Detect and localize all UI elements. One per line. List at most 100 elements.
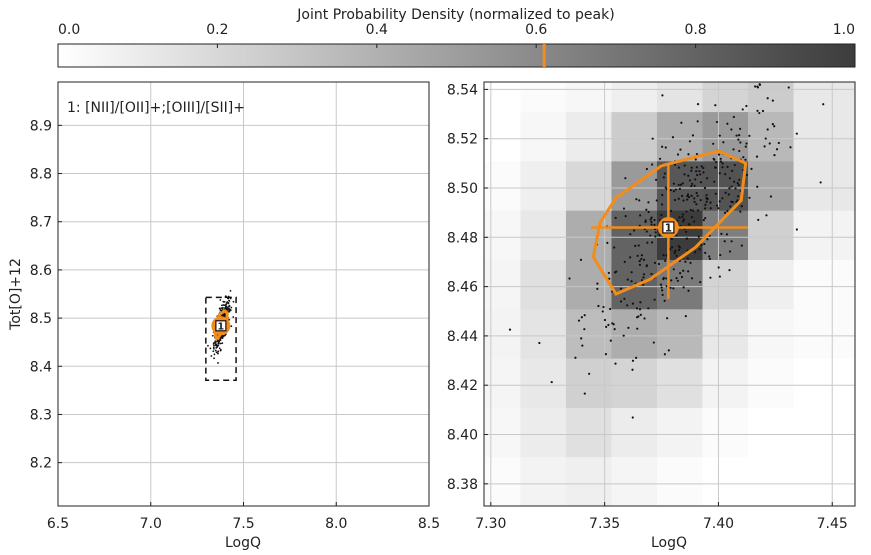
- scatter-point: [695, 170, 697, 172]
- density-cell: [657, 82, 703, 112]
- scatter-point: [778, 142, 780, 144]
- density-cell: [748, 161, 794, 211]
- scatter-point: [693, 197, 695, 199]
- scatter-point: [681, 276, 683, 278]
- scatter-point: [704, 252, 706, 254]
- scatter-point: [698, 170, 700, 172]
- scatter-point: [645, 209, 647, 211]
- scatter-point: [739, 141, 741, 143]
- scatter-point: [230, 325, 232, 327]
- scatter-point: [687, 270, 689, 272]
- scatter-point: [773, 125, 775, 127]
- scatter-point: [624, 261, 626, 263]
- scatter-point: [695, 158, 697, 160]
- scatter-point: [673, 183, 675, 185]
- scatter-point: [686, 198, 688, 200]
- scatter-point: [762, 110, 764, 112]
- scatter-point: [728, 75, 730, 77]
- overview-best-fit-marker: 1: [211, 316, 230, 335]
- scatter-point: [685, 210, 687, 212]
- colorbar-tick-label: 0.8: [684, 22, 706, 38]
- scatter-point: [629, 233, 631, 235]
- scatter-point: [682, 270, 684, 272]
- scatter-point: [699, 281, 701, 283]
- scatter-point: [746, 174, 748, 176]
- scatter-point: [228, 302, 230, 304]
- scatter-point: [217, 341, 219, 343]
- scatter-point: [737, 182, 739, 184]
- y-tick-label: 8.6: [30, 263, 52, 279]
- scatter-point: [580, 259, 582, 261]
- scatter-point: [662, 294, 664, 296]
- scatter-point: [750, 168, 752, 170]
- scatter-point: [679, 188, 681, 190]
- scatter-point: [671, 238, 673, 240]
- scatter-point: [213, 343, 215, 345]
- scatter-point: [614, 363, 616, 365]
- scatter-point: [674, 199, 676, 201]
- scatter-point: [772, 100, 774, 102]
- scatter-point: [639, 214, 641, 216]
- scatter-point: [666, 317, 668, 319]
- scatter-point: [710, 207, 712, 209]
- scatter-point: [214, 354, 216, 356]
- density-cell: [657, 358, 703, 408]
- scatter-point: [697, 209, 699, 211]
- scatter-point: [694, 178, 696, 180]
- scatter-point: [650, 273, 652, 275]
- scatter-point: [636, 307, 638, 309]
- scatter-point: [220, 307, 222, 309]
- scatter-point: [212, 335, 214, 337]
- scatter-point: [212, 350, 214, 352]
- density-cell: [611, 82, 657, 112]
- scatter-point: [732, 201, 734, 203]
- density-cell: [794, 82, 856, 112]
- x-tick-label: 8.0: [325, 516, 347, 532]
- scatter-point: [734, 164, 736, 166]
- scatter-point: [742, 156, 744, 158]
- density-cell: [794, 112, 856, 162]
- scatter-point: [691, 277, 693, 279]
- scatter-point: [699, 248, 701, 250]
- density-cell: [748, 259, 794, 309]
- scatter-point: [216, 352, 218, 354]
- scatter-point: [654, 262, 656, 264]
- scatter-point: [676, 255, 678, 257]
- scatter-point: [719, 254, 721, 256]
- scatter-point: [611, 322, 613, 324]
- scatter-point: [677, 280, 679, 282]
- scatter-point: [604, 319, 606, 321]
- scatter-point: [232, 316, 234, 318]
- scatter-point: [744, 159, 746, 161]
- scatter-point: [209, 347, 211, 349]
- scatter-point: [639, 308, 641, 310]
- scatter-point: [624, 177, 626, 179]
- scatter-point: [213, 345, 215, 347]
- density-cell: [484, 112, 521, 162]
- y-tick-label: 8.7: [30, 215, 52, 231]
- scatter-point: [644, 221, 646, 223]
- scatter-point: [224, 307, 226, 309]
- scatter-point: [758, 112, 760, 114]
- scatter-point: [696, 192, 698, 194]
- colorbar-tick-label: 1.0: [833, 22, 855, 38]
- scatter-point: [640, 314, 642, 316]
- scatter-point: [714, 166, 716, 168]
- scatter-point: [722, 141, 724, 143]
- scatter-point: [605, 353, 607, 355]
- scatter-point: [714, 104, 716, 106]
- scatter-point: [662, 254, 664, 256]
- scatter-point: [682, 182, 684, 184]
- scatter-point: [538, 342, 540, 344]
- density-cell: [657, 259, 703, 309]
- scatter-point: [726, 166, 728, 168]
- scatter-point: [659, 158, 661, 160]
- scatter-point: [623, 335, 625, 337]
- scatter-point: [706, 238, 708, 240]
- scatter-point: [704, 187, 706, 189]
- scatter-point: [653, 224, 655, 226]
- scatter-point: [226, 308, 228, 310]
- scatter-point: [745, 142, 747, 144]
- scatter-point: [655, 179, 657, 181]
- scatter-point: [625, 215, 627, 217]
